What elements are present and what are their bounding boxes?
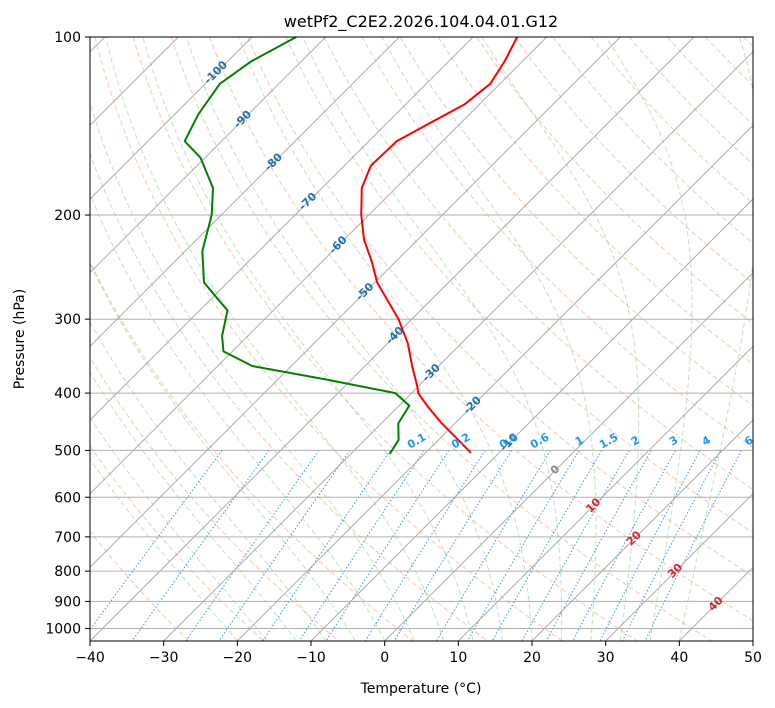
isotherm-line (605, 492, 753, 641)
y-tick-label: 300 (54, 312, 81, 328)
plot-frame (89, 36, 754, 642)
moist-adiabat-line (105, 37, 445, 641)
isotherm-line (90, 37, 621, 569)
temperature-profile-line (360, 37, 519, 454)
isotherm-line (90, 37, 548, 495)
moist-adiabat-line (381, 37, 597, 641)
x-tick-label: 40 (670, 650, 688, 666)
moist-adiabat-line (238, 37, 533, 641)
moist-adiabat-line (605, 37, 693, 641)
y-axis-label: Pressure (hPa) (12, 289, 28, 389)
y-tick-label: 1000 (45, 621, 81, 637)
isotherm-line (90, 37, 474, 421)
x-tick-label: 30 (597, 650, 615, 666)
moist-adiabat-line (302, 37, 563, 641)
dry-adiabat-line (90, 356, 339, 641)
dry-adiabat-line (285, 37, 753, 534)
dry-adiabat-line (323, 37, 753, 491)
isotherm-line (90, 37, 327, 274)
isotherm-line (90, 37, 695, 641)
x-tick-label: 50 (744, 650, 762, 666)
dry-adiabat-line (628, 37, 753, 165)
mixing-ratio-line (644, 450, 742, 641)
mixing-ratio-line (572, 450, 676, 641)
dry-adiabat-line (170, 37, 712, 641)
dry-adiabat-line (399, 37, 753, 407)
mixing-ratio-line (491, 450, 603, 641)
mixing-ratio-line (218, 450, 351, 641)
mixing-ratio-lines (90, 450, 742, 641)
y-tick-label: 100 (54, 30, 81, 46)
y-tick-label: 700 (54, 530, 81, 546)
mixing-ratio-line (325, 450, 450, 641)
mixing-ratio-line (364, 450, 486, 641)
x-tick-label: −40 (75, 650, 105, 666)
dewpoint-profile-line (183, 37, 411, 455)
x-tick-label: 10 (449, 650, 467, 666)
isotherm-line (310, 198, 753, 641)
moist-adiabat-line (142, 37, 474, 641)
x-axis-label: Temperature (°C) (360, 681, 482, 697)
dry-adiabat-line (209, 37, 753, 622)
dry-adiabat-line (514, 37, 753, 284)
dry-adiabat-line (90, 530, 190, 641)
moist-adiabat-line (90, 262, 356, 641)
moist-adiabat-line (90, 416, 268, 641)
profile-series (183, 37, 519, 455)
chart-title: wetPf2_C2E2.2026.104.04.01.G12 (284, 12, 558, 32)
moist-adiabat-line (481, 37, 640, 641)
mixing-ratio-line (393, 450, 513, 641)
moist-adiabats (90, 37, 753, 641)
mixing-ratio-line (185, 450, 320, 641)
dry-adiabat-line (438, 37, 753, 365)
plot-layers (90, 37, 753, 641)
mixing-ratio-line (521, 450, 630, 641)
isotherm-line (457, 345, 753, 641)
x-tick-label: 20 (523, 650, 541, 666)
mixing-ratio-line (131, 450, 270, 641)
dry-adiabat-line (90, 260, 414, 641)
moist-adiabat-line (90, 458, 238, 641)
moist-adiabat-line (90, 192, 386, 641)
isotherm-line (90, 37, 253, 200)
x-tick-label: 0 (380, 650, 389, 666)
mixing-ratio-line (545, 450, 652, 641)
y-tick-label: 200 (54, 208, 81, 224)
dry-adiabat-line (90, 445, 264, 641)
dry-adiabat-line (94, 37, 563, 641)
isotherm-line (163, 50, 753, 641)
y-tick-label: 600 (54, 490, 81, 506)
isotherm-line (236, 124, 753, 641)
moist-adiabat-line (186, 37, 504, 641)
x-tick-label: −20 (223, 650, 253, 666)
y-tick-label: 900 (54, 594, 81, 610)
x-tick-label: −10 (296, 650, 326, 666)
axes: −40 −30 −20 −10 0 10 20 30 40 50 100 200 300 400 500 60… (45, 30, 762, 666)
isobars (90, 37, 753, 629)
dry-adiabat-line (132, 37, 638, 641)
isotherm-line (384, 271, 753, 641)
y-tick-label: 800 (54, 564, 81, 580)
dry-adiabat-line (552, 37, 753, 244)
moist-adiabat-line (90, 320, 327, 641)
isotherm-line (90, 37, 400, 348)
mixing-ratio-line (298, 450, 425, 641)
mixing-ratio-line (90, 450, 223, 631)
dry-adiabat-line (90, 152, 488, 641)
dry-adiabat-line (247, 37, 753, 577)
mixing-ratio-line (599, 450, 701, 641)
x-tick-label: −30 (149, 650, 179, 666)
y-tick-label: 500 (54, 443, 81, 459)
isotherms (90, 37, 753, 641)
moist-adiabat-line (678, 37, 753, 641)
y-tick-label: 400 (54, 386, 81, 402)
isotherm-line (531, 419, 753, 641)
